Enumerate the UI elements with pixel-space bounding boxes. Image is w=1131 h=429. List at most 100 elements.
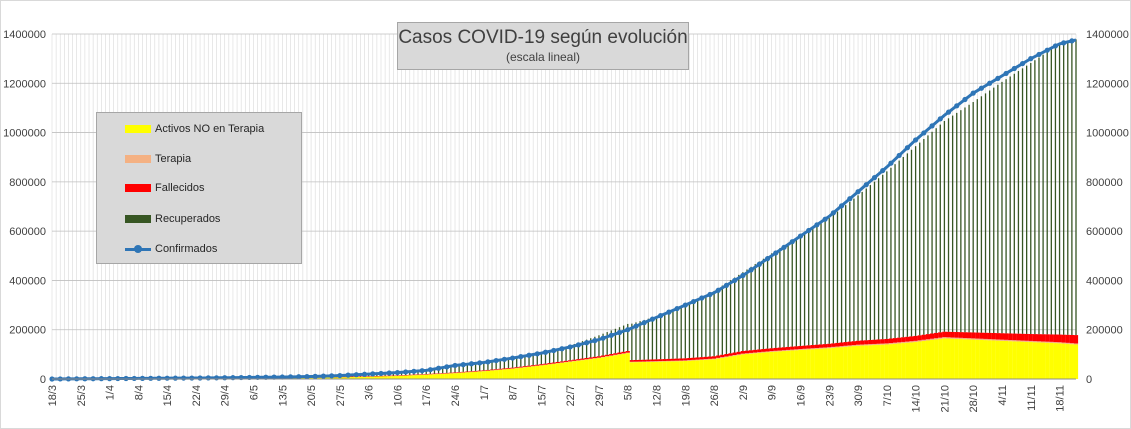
x-tick-label: 7/10 — [882, 385, 894, 406]
bar-activos — [740, 354, 745, 379]
point-confirmados — [312, 373, 318, 379]
bar-activos — [666, 361, 671, 379]
bar-recuperados — [775, 250, 777, 348]
bar-fallecidos — [962, 332, 968, 339]
bar-recuperados — [746, 269, 748, 351]
point-confirmados — [213, 375, 220, 381]
point-confirmados — [954, 103, 960, 109]
point-confirmados — [337, 372, 343, 379]
bar-activos — [514, 368, 519, 379]
bar-recuperados — [483, 363, 485, 371]
bar-fallecidos — [592, 356, 597, 359]
bar-fallecidos — [576, 359, 581, 361]
bar-activos — [802, 349, 807, 379]
legend-item-activos: Activos NO en Terapia — [125, 121, 264, 137]
x-tick-label: 28/10 — [968, 385, 980, 413]
bar-recuperados — [622, 325, 625, 352]
bar-activos — [621, 353, 626, 379]
bar-activos — [465, 372, 470, 379]
point-confirmados — [551, 347, 557, 354]
chart-legend: Activos NO en Terapia Terapia Fallecidos… — [96, 112, 302, 264]
bar-activos — [897, 343, 902, 379]
bar-terapia — [876, 343, 881, 345]
bar-fallecidos — [609, 354, 614, 356]
legend-line-confirmados — [125, 244, 151, 253]
bar-recuperados — [573, 344, 575, 360]
bar-fallecidos — [905, 336, 910, 342]
bar-activos — [366, 376, 371, 379]
bar-fallecidos — [584, 357, 589, 360]
point-confirmados — [616, 329, 623, 336]
legend-item-confirmados: Confirmados — [125, 241, 217, 257]
bar-terapia — [732, 355, 737, 356]
legend-item-fallecidos: Fallecidos — [125, 180, 205, 196]
legend-item-recuperados: Recuperados — [125, 211, 220, 227]
y-tick-label-left: 1200000 — [3, 78, 46, 90]
point-confirmados — [222, 375, 228, 381]
bar-terapia — [720, 357, 725, 358]
point-confirmados — [353, 372, 359, 378]
bar-fallecidos — [761, 349, 766, 352]
bar-activos — [1061, 343, 1066, 379]
bar-activos — [378, 376, 384, 379]
bar-recuperados — [1030, 62, 1032, 335]
bar-recuperados — [1009, 76, 1011, 334]
bar-fallecidos — [559, 361, 565, 363]
bar-recuperados — [553, 349, 555, 363]
bar-activos — [1036, 342, 1042, 379]
bar-fallecidos — [535, 364, 540, 366]
y-tick-label-right: 200000 — [1086, 325, 1123, 337]
bar-recuperados — [721, 285, 723, 355]
bar-fallecidos — [802, 345, 807, 349]
bar-recuperados — [968, 104, 970, 333]
bar-activos — [674, 361, 680, 379]
bar-terapia — [802, 348, 807, 350]
point-confirmados — [789, 239, 795, 245]
bar-activos — [420, 374, 425, 379]
bar-fallecidos — [749, 350, 754, 353]
y-tick-label-right: 1400000 — [1086, 29, 1129, 41]
bar-fallecidos — [773, 347, 778, 351]
bar-terapia — [975, 338, 980, 340]
x-tick-label: 18/11 — [1055, 385, 1067, 412]
point-confirmados — [682, 302, 688, 308]
bar-terapia — [905, 341, 910, 343]
bar-recuperados — [528, 355, 530, 366]
point-confirmados — [271, 374, 277, 380]
bar-activos — [345, 376, 351, 379]
bar-fallecidos — [629, 360, 634, 362]
bar-terapia — [646, 361, 651, 362]
point-confirmados — [888, 160, 894, 166]
bar-terapia — [633, 361, 639, 363]
bar-recuperados — [635, 322, 637, 360]
bar-terapia — [987, 339, 992, 341]
point-confirmados — [797, 233, 804, 239]
bar-recuperados — [980, 96, 983, 333]
bar-recuperados — [828, 218, 830, 344]
bar-activos — [1020, 341, 1025, 379]
bar-terapia — [786, 349, 791, 351]
bar-activos — [1016, 341, 1021, 379]
bar-activos — [954, 338, 959, 379]
point-confirmados — [855, 189, 861, 195]
bar-fallecidos — [884, 338, 889, 344]
bar-recuperados — [943, 121, 946, 332]
bar-fallecidos — [477, 370, 482, 372]
bar-recuperados — [935, 128, 937, 333]
x-tick-label: 23/9 — [824, 385, 836, 406]
bar-activos — [687, 360, 692, 379]
bar-activos — [1032, 342, 1037, 379]
bar-recuperados — [869, 185, 872, 340]
x-tick-label: 14/10 — [911, 385, 923, 413]
bar-recuperados — [697, 299, 699, 358]
bar-activos — [605, 356, 610, 379]
bar-recuperados — [853, 198, 855, 342]
bar-activos — [1065, 343, 1070, 379]
bar-terapia — [810, 348, 815, 350]
point-confirmados — [838, 203, 845, 209]
bar-recuperados — [725, 282, 728, 355]
bar-terapia — [1032, 341, 1037, 343]
bar-recuperados — [437, 369, 440, 374]
bar-fallecidos — [1008, 333, 1013, 341]
bar-fallecidos — [917, 335, 922, 341]
